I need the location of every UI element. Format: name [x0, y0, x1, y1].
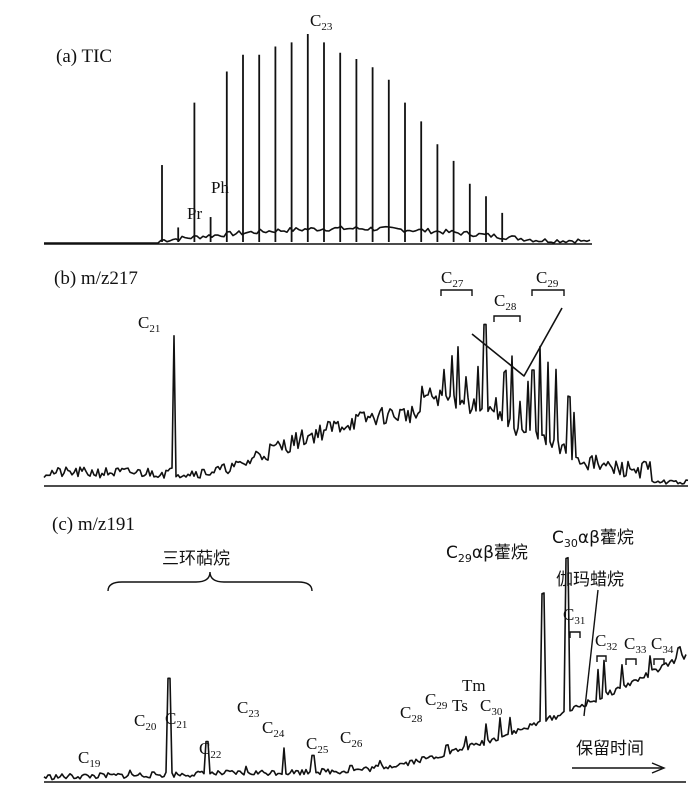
label-b-c29: C29 [536, 268, 559, 290]
label-c-tm: Tm [462, 676, 486, 695]
label-c-c34-sub: 34 [662, 644, 674, 656]
bracket-b-c27 [440, 289, 473, 296]
bracket-c-c32 [596, 655, 607, 662]
gammacerane-pointer-line [583, 589, 599, 717]
label-c-c33: C33 [624, 634, 647, 656]
label-c-c22: C22 [199, 739, 221, 761]
label-gammacerane: 伽玛蜡烷 [556, 570, 624, 590]
bracket-b-c28 [493, 315, 521, 322]
label-c-c19-sub: 19 [89, 758, 101, 770]
label-c-c29: C29 [425, 690, 448, 712]
label-a-pr: Pr [187, 204, 202, 223]
label-c29-hopane: C29αβ藿烷 [446, 543, 528, 565]
panel-b-v-line [471, 307, 563, 377]
panel-a-title: (a) TIC [56, 46, 112, 67]
panel-a-peaks [161, 34, 504, 242]
label-c-c26: C26 [340, 728, 363, 750]
label-c-c28-sub: 28 [411, 713, 423, 725]
label-b-c21-sub: 21 [149, 323, 160, 335]
label-b-c28-sub: 28 [505, 301, 517, 313]
label-c-c20: C20 [134, 711, 157, 733]
x-axis-arrow-head [651, 762, 666, 774]
label-c-c26-sub: 26 [351, 738, 363, 750]
panel-c-title: (c) m/z191 [52, 514, 135, 535]
brace-tricyclic [107, 571, 313, 592]
label-c30-hopane-sub: 30 [564, 537, 578, 550]
label-b-c28: C28 [494, 291, 517, 313]
label-c-c31-sub: 31 [574, 615, 585, 627]
label-b-c27-sub: 27 [452, 278, 464, 290]
label-c-c25-sub: 25 [317, 744, 329, 756]
label-tricyclic-terpanes: 三环萜烷 [162, 549, 230, 569]
panel-b-title: (b) m/z217 [54, 268, 138, 289]
x-axis-label: 保留时间 [576, 739, 644, 759]
label-c-c24: C24 [262, 718, 285, 740]
label-c-c20-sub: 20 [145, 721, 157, 733]
label-c-c30-sub: 30 [491, 706, 503, 718]
bracket-b-c29 [531, 289, 565, 296]
label-c-c33-sub: 33 [635, 644, 647, 656]
panel-c-trace [43, 556, 687, 781]
label-c-c21-sub: 21 [176, 719, 187, 731]
label-c-c32: C32 [595, 631, 617, 653]
label-c29-hopane-rest: αβ藿烷 [472, 543, 528, 563]
label-c-c24-sub: 24 [273, 728, 285, 740]
label-c-c34: C34 [651, 634, 674, 656]
label-b-c27: C27 [441, 268, 464, 290]
panel-b-trace [43, 323, 689, 485]
label-c-c23: C23 [237, 698, 260, 720]
label-b-c21: C21 [138, 313, 160, 335]
label-c29-hopane-sub: 29 [458, 552, 472, 565]
label-c-c28: C28 [400, 703, 423, 725]
label-c-c29-sub: 29 [436, 700, 448, 712]
bracket-c-c33 [625, 658, 637, 665]
bracket-group-c-high [569, 631, 665, 665]
bracket-c-c31 [569, 631, 581, 638]
label-c-c19: C19 [78, 748, 101, 770]
panel-a: (a) TIC C23 Pr Ph [44, 11, 592, 245]
label-c-c22-sub: 22 [210, 749, 221, 761]
panel-a-hump [44, 225, 591, 244]
label-a-c23-sub: 23 [321, 21, 333, 33]
label-c-c21: C21 [165, 709, 187, 731]
label-c-ts: Ts [452, 696, 468, 715]
label-c-c32-sub: 32 [606, 641, 617, 653]
panel-c: (c) m/z191 三环萜烷 C29αβ藿烷 C30αβ藿烷 伽玛蜡烷 C19… [43, 514, 687, 783]
panel-b: (b) m/z217 C21 C27 C28 C29 [43, 268, 689, 487]
label-c30-hopane-rest: αβ藿烷 [578, 528, 634, 548]
bracket-c-c34 [653, 658, 665, 665]
label-b-c29-sub: 29 [547, 278, 559, 290]
label-c-c30: C30 [480, 696, 503, 718]
label-a-c23: C23 [310, 11, 333, 33]
label-c-c31: C31 [563, 605, 585, 627]
label-c-c25: C25 [306, 734, 329, 756]
label-c-c23-sub: 23 [248, 708, 260, 720]
label-c30-hopane: C30αβ藿烷 [552, 528, 634, 550]
label-a-ph: Ph [211, 178, 229, 197]
